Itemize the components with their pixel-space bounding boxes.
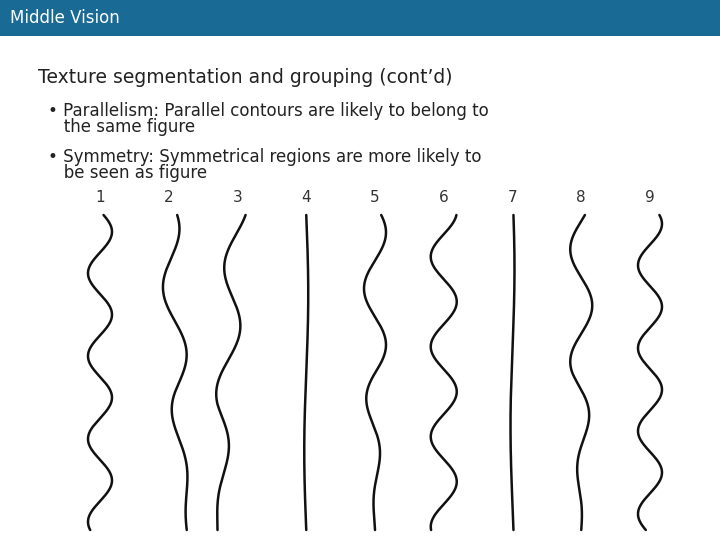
Text: 6: 6 <box>439 190 449 205</box>
Text: 8: 8 <box>577 190 586 205</box>
Text: 1: 1 <box>95 190 105 205</box>
Text: 7: 7 <box>508 190 517 205</box>
Text: Middle Vision: Middle Vision <box>10 9 120 27</box>
Text: be seen as figure: be seen as figure <box>48 164 207 182</box>
Text: the same figure: the same figure <box>48 118 195 136</box>
Text: 4: 4 <box>302 190 311 205</box>
Text: Texture segmentation and grouping (cont’d): Texture segmentation and grouping (cont’… <box>38 68 452 87</box>
Text: • Parallelism: Parallel contours are likely to belong to: • Parallelism: Parallel contours are lik… <box>48 102 489 120</box>
Text: 3: 3 <box>233 190 243 205</box>
Text: 9: 9 <box>645 190 655 205</box>
Bar <box>0 0 720 36</box>
Text: • Symmetry: Symmetrical regions are more likely to: • Symmetry: Symmetrical regions are more… <box>48 148 482 166</box>
Text: 2: 2 <box>164 190 174 205</box>
Text: 5: 5 <box>370 190 380 205</box>
